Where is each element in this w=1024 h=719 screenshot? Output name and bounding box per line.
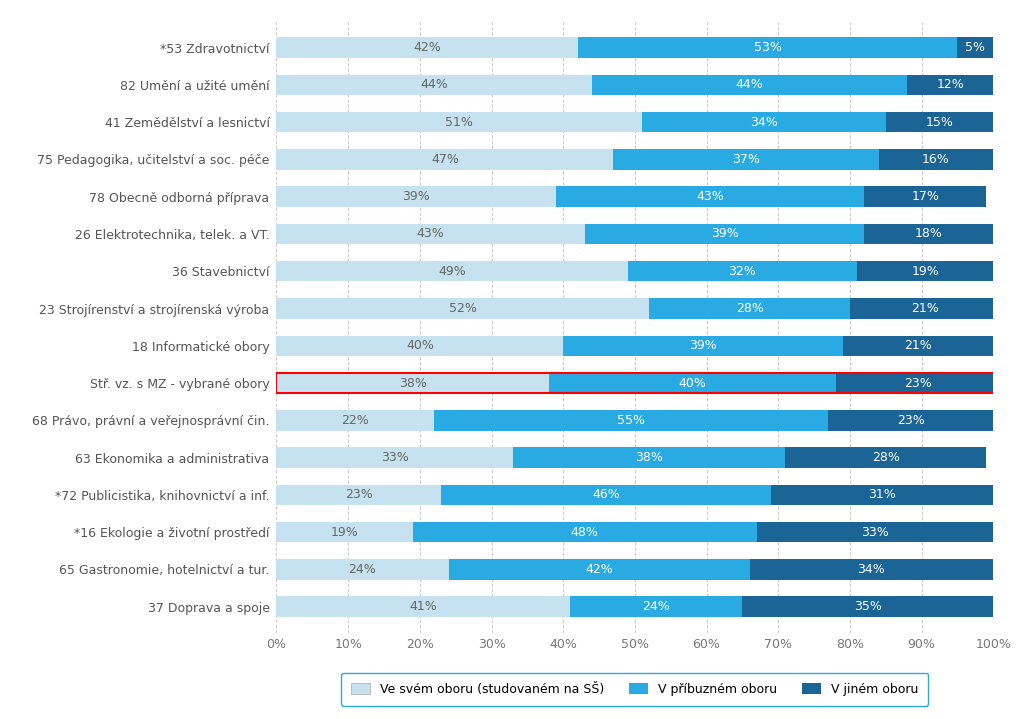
Bar [836, 372, 1000, 393]
Bar [570, 596, 742, 617]
Bar [276, 112, 642, 132]
Bar [843, 336, 993, 356]
Text: 38%: 38% [398, 377, 427, 390]
Bar [276, 37, 578, 58]
Bar [628, 261, 857, 282]
Bar [276, 596, 570, 617]
Text: 48%: 48% [570, 526, 599, 539]
Text: 15%: 15% [926, 116, 953, 129]
Text: 46%: 46% [592, 488, 621, 501]
Bar [413, 522, 757, 542]
Text: 47%: 47% [431, 153, 459, 166]
Bar [785, 447, 986, 468]
Bar [850, 298, 1000, 319]
Bar [276, 186, 556, 207]
Bar [276, 485, 441, 505]
Text: 23%: 23% [897, 414, 925, 427]
Text: 42%: 42% [585, 563, 613, 576]
Text: 53%: 53% [754, 41, 781, 54]
Text: 38%: 38% [635, 451, 664, 464]
Text: 28%: 28% [735, 302, 764, 315]
Text: 17%: 17% [911, 191, 939, 203]
Text: 51%: 51% [445, 116, 473, 129]
Text: 21%: 21% [904, 339, 932, 352]
Text: 52%: 52% [449, 302, 477, 315]
Text: 41%: 41% [410, 600, 437, 613]
Bar [828, 410, 993, 431]
Text: 28%: 28% [871, 451, 900, 464]
Bar [276, 410, 434, 431]
Text: 16%: 16% [922, 153, 950, 166]
Bar [276, 224, 585, 244]
Bar [549, 372, 836, 393]
Bar [513, 447, 785, 468]
Bar [441, 485, 771, 505]
Text: 18%: 18% [914, 227, 943, 240]
Bar [864, 224, 993, 244]
Text: 24%: 24% [348, 563, 377, 576]
Text: 19%: 19% [911, 265, 939, 278]
Bar [585, 224, 864, 244]
Text: 35%: 35% [854, 600, 882, 613]
Bar [771, 485, 993, 505]
Bar [592, 75, 907, 95]
Text: 44%: 44% [420, 78, 449, 91]
Bar [276, 261, 628, 282]
Text: 37%: 37% [732, 153, 760, 166]
Text: 55%: 55% [617, 414, 645, 427]
Bar [276, 559, 449, 580]
Bar [434, 410, 828, 431]
Bar [613, 150, 879, 170]
Text: 23%: 23% [904, 377, 932, 390]
Text: 19%: 19% [331, 526, 358, 539]
Bar [642, 112, 886, 132]
Legend: Ve svém oboru (studovaném na SŠ), V příbuzném oboru, V jiném oboru: Ve svém oboru (studovaném na SŠ), V příb… [341, 673, 929, 706]
Bar [449, 559, 750, 580]
Bar [563, 336, 843, 356]
Text: 43%: 43% [696, 191, 724, 203]
Text: 21%: 21% [911, 302, 939, 315]
Text: 43%: 43% [417, 227, 444, 240]
Text: 34%: 34% [750, 116, 778, 129]
Text: 32%: 32% [728, 265, 757, 278]
Text: 5%: 5% [966, 41, 985, 54]
Bar [649, 298, 850, 319]
Bar [879, 150, 993, 170]
Bar [276, 336, 563, 356]
Bar [907, 75, 993, 95]
Text: 12%: 12% [936, 78, 965, 91]
Text: 44%: 44% [735, 78, 764, 91]
Bar [864, 186, 986, 207]
Bar [750, 559, 993, 580]
Bar [276, 447, 513, 468]
Bar [276, 75, 592, 95]
Bar [886, 112, 993, 132]
Text: 39%: 39% [711, 227, 738, 240]
Text: 33%: 33% [381, 451, 409, 464]
Bar [276, 298, 649, 319]
Text: 40%: 40% [678, 377, 707, 390]
Bar [957, 37, 993, 58]
Text: 42%: 42% [413, 41, 441, 54]
Text: 31%: 31% [868, 488, 896, 501]
Text: 22%: 22% [341, 414, 370, 427]
Text: 39%: 39% [402, 191, 430, 203]
Text: 49%: 49% [438, 265, 466, 278]
Bar [556, 186, 864, 207]
Text: 23%: 23% [345, 488, 373, 501]
Bar [742, 596, 993, 617]
Bar [276, 372, 549, 393]
Bar [276, 522, 413, 542]
Bar [276, 150, 613, 170]
Bar [857, 261, 993, 282]
Text: 34%: 34% [857, 563, 886, 576]
Text: 40%: 40% [406, 339, 434, 352]
Bar [578, 37, 957, 58]
Text: 24%: 24% [642, 600, 671, 613]
Text: 33%: 33% [861, 526, 889, 539]
Bar [276, 372, 1000, 393]
Text: 39%: 39% [689, 339, 717, 352]
Bar [757, 522, 993, 542]
